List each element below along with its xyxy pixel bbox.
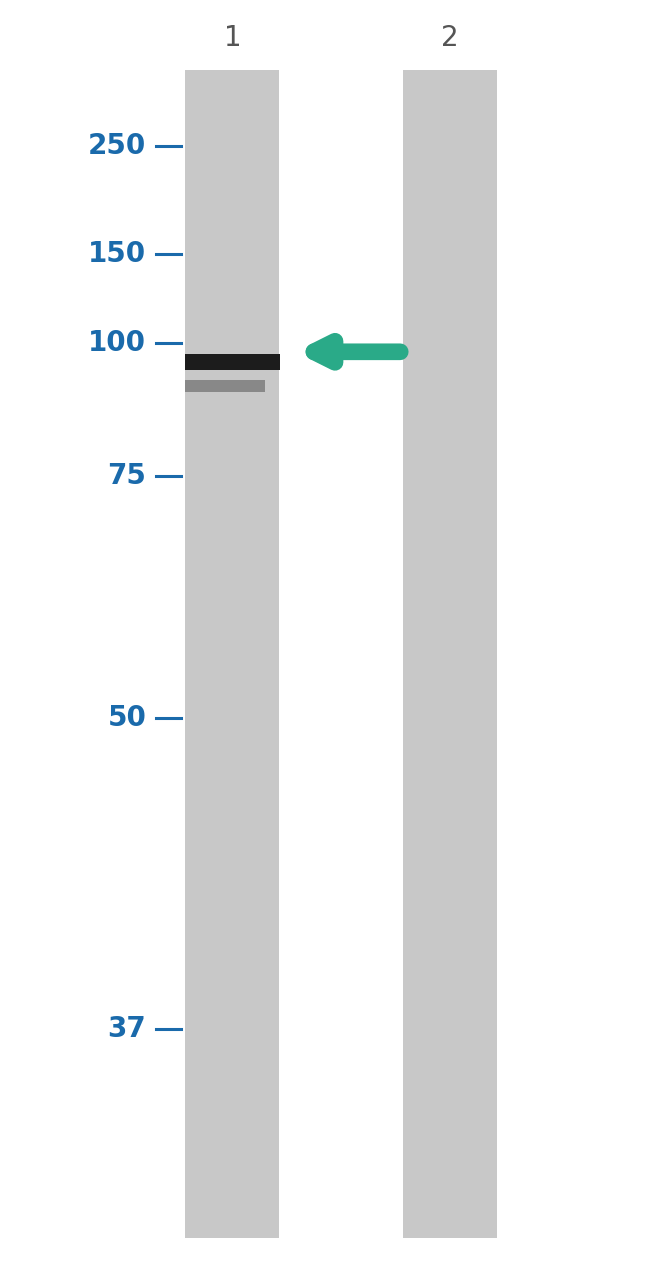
Text: 37: 37 — [107, 1015, 146, 1043]
Bar — [185, 70, 280, 1238]
Text: 150: 150 — [88, 240, 146, 268]
Text: 2: 2 — [441, 24, 459, 52]
Text: 100: 100 — [88, 329, 146, 357]
Bar — [403, 70, 497, 1238]
Text: 250: 250 — [88, 132, 146, 160]
Text: 50: 50 — [107, 704, 146, 732]
Bar — [185, 380, 265, 392]
Text: 1: 1 — [224, 24, 241, 52]
Text: 75: 75 — [107, 462, 146, 490]
Bar — [185, 354, 280, 370]
